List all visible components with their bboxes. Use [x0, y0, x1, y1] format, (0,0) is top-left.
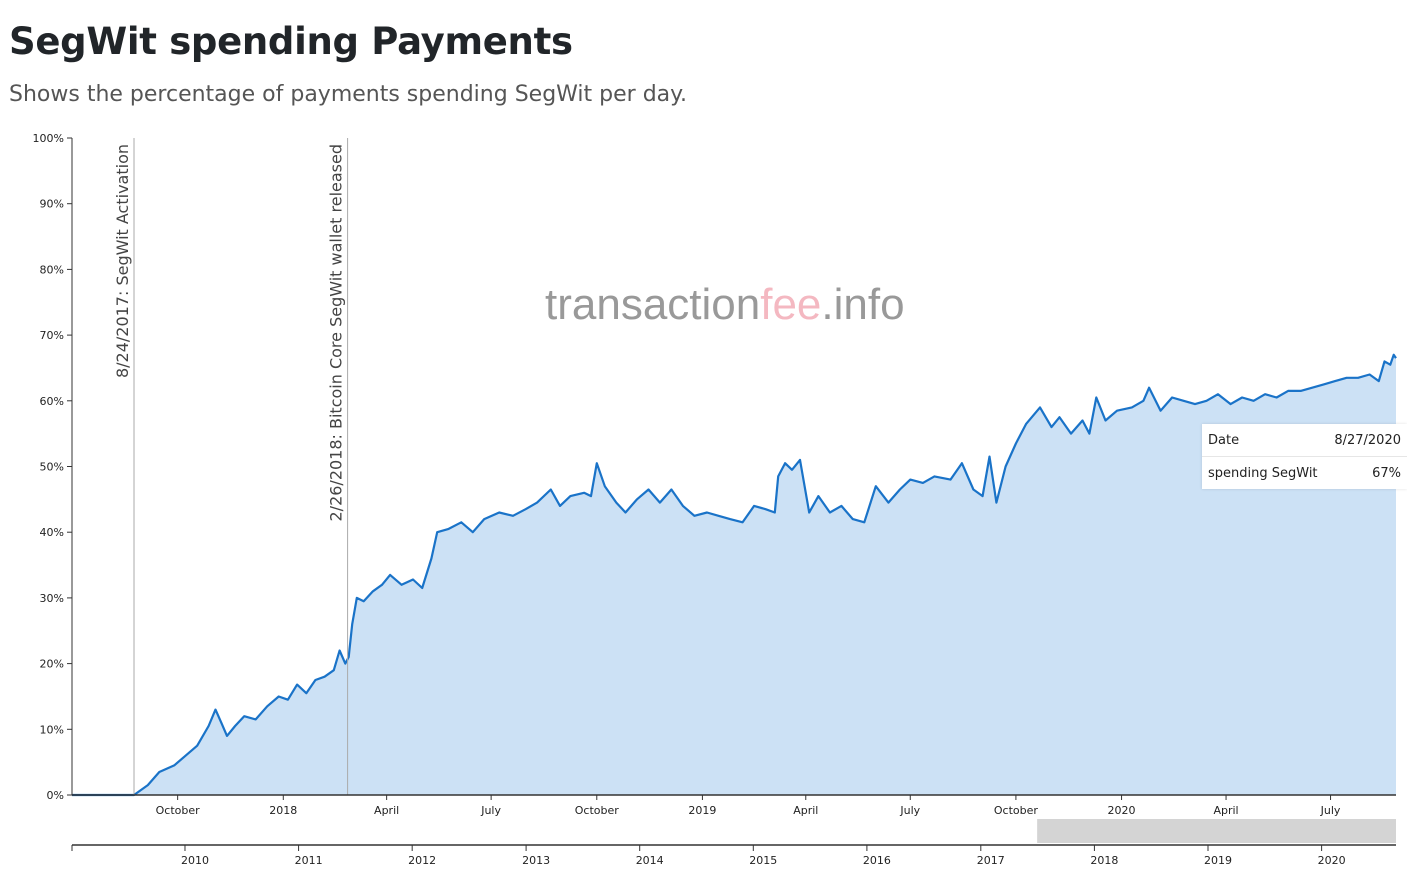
y-tick-label: 10% [40, 723, 64, 736]
tooltip-date-row: Date 8/27/2020 [1202, 424, 1407, 456]
y-tick-label: 0% [47, 789, 64, 802]
y-tick-label: 80% [40, 263, 64, 276]
watermark-part-3: .info [821, 280, 904, 329]
navigator-tick-label: 2014 [636, 854, 664, 867]
series-area-0 [72, 354, 1396, 795]
x-tick-label: October [575, 804, 619, 817]
navigator-tick-label: 2015 [749, 854, 777, 867]
navigator-tick-label: 2018 [1090, 854, 1118, 867]
y-tick-label: 90% [40, 198, 64, 211]
navigator-tick-label: 2019 [1204, 854, 1232, 867]
navigator-tick-label: 2017 [977, 854, 1005, 867]
navigator-tick-label: 2013 [522, 854, 550, 867]
x-tick-label: July [899, 804, 920, 817]
event-label-0: 8/24/2017: SegWit Activation [113, 144, 132, 378]
x-tick-label: July [480, 804, 501, 817]
y-tick-label: 20% [40, 658, 64, 671]
x-tick-label: 2020 [1108, 804, 1136, 817]
tooltip-date-value: 8/27/2020 [1334, 432, 1401, 448]
tooltip-series-row: spending SegWit 67% [1202, 456, 1407, 489]
y-tick-label: 100% [33, 132, 64, 145]
y-tick-label: 60% [40, 395, 64, 408]
x-tick-label: July [1320, 804, 1341, 817]
tooltip-series-label: spending SegWit [1208, 465, 1318, 481]
x-tick-label: October [156, 804, 200, 817]
tooltip-series-value: 67% [1372, 465, 1401, 481]
y-tick-label: 40% [40, 526, 64, 539]
navigator-tick-label: 2016 [863, 854, 891, 867]
watermark-part-2: fee [760, 280, 821, 329]
x-tick-label: 2018 [269, 804, 297, 817]
tooltip-date-label: Date [1208, 432, 1240, 448]
x-tick-label: April [793, 804, 818, 817]
x-tick-label: October [994, 804, 1038, 817]
x-tick-label: 2019 [688, 804, 716, 817]
watermark-part-1: transaction [545, 280, 760, 329]
event-label-1: 2/26/2018: Bitcoin Core SegWit wallet re… [327, 144, 346, 522]
y-tick-label: 50% [40, 461, 64, 474]
navigator-tick-label: 2012 [408, 854, 436, 867]
y-tick-label: 70% [40, 329, 64, 342]
y-tick-label: 30% [40, 592, 64, 605]
navigator-tick-label: 2020 [1318, 854, 1346, 867]
x-tick-label: April [1213, 804, 1238, 817]
watermark: transactionfee.info [545, 280, 905, 329]
page-title: SegWit spending Payments [9, 20, 573, 63]
navigator-tick-label: 2010 [181, 854, 209, 867]
series-line-0[interactable] [72, 353, 1397, 797]
navigator-selection[interactable] [1037, 819, 1396, 843]
hover-tooltip: Date 8/27/2020 spending SegWit 67% [1202, 424, 1407, 489]
navigator-tick-label: 2011 [295, 854, 323, 867]
page-subtitle: Shows the percentage of payments spendin… [9, 82, 688, 107]
x-tick-label: April [374, 804, 399, 817]
